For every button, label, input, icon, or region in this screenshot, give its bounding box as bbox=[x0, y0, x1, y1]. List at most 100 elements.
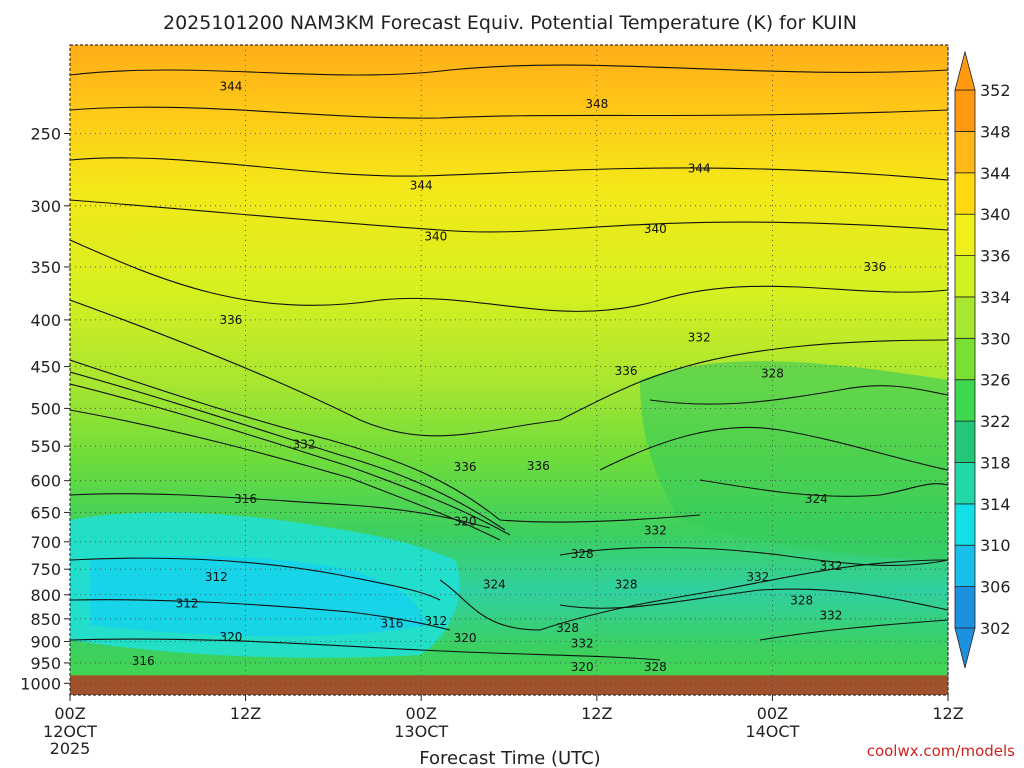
contour-label: 336 bbox=[863, 260, 886, 274]
contour-label: 332 bbox=[644, 523, 667, 537]
y-tick-label: 450 bbox=[30, 358, 61, 377]
contour-label: 332 bbox=[746, 570, 769, 584]
contour-label: 324 bbox=[805, 492, 828, 506]
y-tick-label: 250 bbox=[30, 124, 61, 143]
colorbar-swatch bbox=[954, 296, 976, 339]
colorbar-label: 314 bbox=[980, 495, 1011, 514]
colorbar-label: 330 bbox=[980, 329, 1011, 348]
y-tick-label: 700 bbox=[30, 533, 61, 552]
contour-label: 328 bbox=[556, 621, 579, 635]
contour-label: 344 bbox=[220, 79, 243, 93]
y-tick-label: 350 bbox=[30, 258, 61, 277]
colorbar-label: 318 bbox=[980, 453, 1011, 472]
colorbar-label: 334 bbox=[980, 288, 1011, 307]
contour-label: 316 bbox=[132, 654, 155, 668]
colorbar-swatch bbox=[954, 586, 976, 629]
contour-label: 344 bbox=[410, 178, 433, 192]
plot-frame bbox=[69, 44, 949, 696]
y-tick-label: 750 bbox=[30, 560, 61, 579]
colorbar: 302 306 310 314 318 322 326 330 334 336 340 344 348 3… bbox=[954, 50, 1011, 669]
x-tick-label: 12Z bbox=[932, 704, 963, 723]
colorbar-swatch bbox=[954, 337, 976, 381]
x-tick-label: 12Z bbox=[230, 704, 261, 723]
x-tick-label: 12Z bbox=[581, 704, 612, 723]
contour-lines bbox=[70, 64, 948, 661]
colorbar-label: 306 bbox=[980, 578, 1011, 597]
contour-label: 336 bbox=[615, 364, 638, 378]
y-tick-label: 300 bbox=[30, 197, 61, 216]
contour-label: 312 bbox=[205, 570, 228, 584]
colorbar-label: 310 bbox=[980, 536, 1011, 555]
x-date-label: 13OCT bbox=[394, 722, 448, 741]
y-tick-label: 600 bbox=[30, 472, 61, 491]
contour-label: 320 bbox=[454, 514, 477, 528]
colorbar-label: 348 bbox=[980, 122, 1011, 141]
contour-label: 328 bbox=[761, 367, 784, 381]
y-tick-label: 800 bbox=[30, 586, 61, 605]
x-date-label: 12OCT bbox=[43, 722, 97, 741]
contour-label: 328 bbox=[790, 594, 813, 608]
colorbar-swatch bbox=[954, 420, 976, 463]
colorbar-swatch bbox=[954, 462, 976, 505]
contour-labels: 344 348 344 344 340 340 336 336 332 336 328 332 336 3… bbox=[132, 79, 887, 674]
contour-label: 332 bbox=[688, 330, 711, 344]
mid-level-dry-pocket bbox=[640, 361, 948, 560]
contour-label: 320 bbox=[454, 631, 477, 645]
low-theta-e-core bbox=[90, 555, 425, 637]
contour-label: 340 bbox=[424, 229, 447, 243]
contour-label: 312 bbox=[424, 614, 447, 628]
x-date-label: 2025 bbox=[50, 739, 91, 758]
colorbar-swatch bbox=[954, 544, 976, 588]
y-axis: 250 300 350 400 450 500 550 600 650 700 750 800 850 9… bbox=[20, 124, 70, 693]
contour-label: 328 bbox=[615, 578, 638, 592]
colorbar-label: 326 bbox=[980, 371, 1011, 390]
y-tick-label: 550 bbox=[30, 437, 61, 456]
credit-text: coolwx.com/models bbox=[867, 742, 1015, 760]
y-tick-label: 900 bbox=[30, 632, 61, 651]
colorbar-label: 352 bbox=[980, 81, 1011, 100]
x-tick-label: 00Z bbox=[406, 704, 437, 723]
colorbar-swatch bbox=[954, 213, 976, 256]
colorbar-label: 336 bbox=[980, 247, 1011, 266]
chart-title: 2025101200 NAM3KM Forecast Equiv. Potent… bbox=[163, 12, 857, 34]
contour-label: 348 bbox=[585, 97, 608, 111]
colorbar-label: 322 bbox=[980, 412, 1011, 431]
contour-label: 344 bbox=[688, 161, 711, 175]
contour-label: 320 bbox=[220, 630, 243, 644]
contour-label: 316 bbox=[234, 492, 257, 506]
colorbar-label: 344 bbox=[980, 164, 1011, 183]
colorbar-arrow-bottom bbox=[954, 627, 976, 669]
colorbar-swatch bbox=[954, 130, 976, 174]
contour-label: 332 bbox=[293, 438, 316, 452]
colorbar-swatch bbox=[954, 172, 976, 215]
colorbar-swatch bbox=[954, 255, 976, 298]
colorbar-swatch bbox=[954, 379, 976, 422]
x-axis-label: Forecast Time (UTC) bbox=[419, 748, 600, 768]
colorbar-label: 302 bbox=[980, 619, 1011, 638]
colorbar-label: 340 bbox=[980, 205, 1011, 224]
contour-label: 332 bbox=[571, 637, 594, 651]
contour-label: 320 bbox=[571, 660, 594, 674]
y-tick-label: 950 bbox=[30, 654, 61, 673]
contour-label: 328 bbox=[644, 660, 667, 674]
contour-label: 340 bbox=[644, 222, 667, 236]
x-tick-label: 00Z bbox=[757, 704, 788, 723]
contour-label: 332 bbox=[819, 609, 842, 623]
ground-surface bbox=[70, 675, 948, 695]
y-tick-label: 500 bbox=[30, 399, 61, 418]
colorbar-arrow-top bbox=[954, 50, 976, 91]
contour-label: 316 bbox=[380, 616, 403, 630]
colorbar-swatch bbox=[954, 503, 976, 546]
contour-label: 312 bbox=[176, 597, 199, 611]
colorbar-swatch bbox=[954, 89, 976, 132]
x-date-label: 14OCT bbox=[745, 722, 799, 741]
y-tick-label: 400 bbox=[30, 311, 61, 330]
y-tick-label: 850 bbox=[30, 610, 61, 629]
contour-label: 336 bbox=[527, 459, 550, 473]
x-tick-label: 00Z bbox=[54, 704, 85, 723]
contour-label: 336 bbox=[220, 313, 243, 327]
theta-e-field bbox=[70, 45, 948, 695]
contour-label: 328 bbox=[571, 547, 594, 561]
